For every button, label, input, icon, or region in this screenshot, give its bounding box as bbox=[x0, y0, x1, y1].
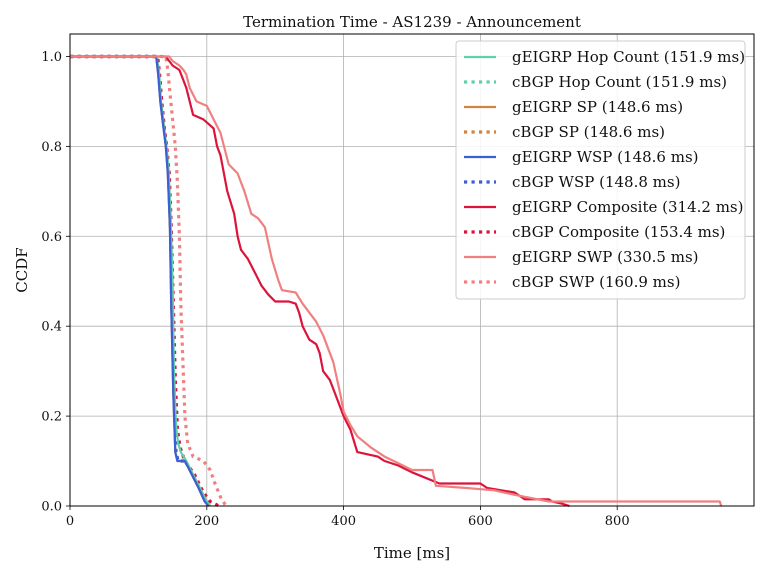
y-tick-label: 0.0 bbox=[41, 500, 62, 515]
series-line-4 bbox=[70, 54, 211, 508]
x-tick-label: 400 bbox=[331, 514, 356, 529]
series-line-8 bbox=[70, 54, 220, 508]
x-tick-label: 0 bbox=[66, 514, 74, 529]
plot-frame bbox=[69, 33, 755, 507]
series-line-10 bbox=[70, 54, 228, 507]
y-tick-label: 0.2 bbox=[41, 410, 62, 425]
legend-label: gEIGRP SWP (330.5 ms) bbox=[512, 248, 699, 266]
legend-label: cBGP WSP (148.8 ms) bbox=[512, 173, 680, 191]
x-tick-label: 800 bbox=[605, 514, 630, 529]
chart-title: Termination Time - AS1239 - Announcement bbox=[243, 13, 581, 31]
legend-label: gEIGRP Composite (314.2 ms) bbox=[512, 198, 743, 216]
series-line-6 bbox=[70, 54, 211, 508]
legend-label: cBGP SP (148.6 ms) bbox=[512, 123, 665, 141]
legend: gEIGRP Hop Count (151.9 ms) cBGP Hop Coun… bbox=[455, 40, 746, 300]
series-layer bbox=[70, 54, 723, 508]
ticks: 0 200 400 600 800 0.0 0.2 0.4 0.6 0.8 1.0 bbox=[41, 50, 629, 529]
series-line-7 bbox=[70, 55, 570, 508]
legend-label: cBGP Hop Count (151.9 ms) bbox=[512, 73, 727, 91]
legend-label: cBGP SWP (160.9 ms) bbox=[512, 273, 680, 291]
x-tick-label: 600 bbox=[468, 514, 493, 529]
series-line-1 bbox=[70, 55, 212, 507]
legend-box bbox=[455, 40, 746, 300]
series-line-3 bbox=[70, 55, 210, 507]
legend-label: gEIGRP Hop Count (151.9 ms) bbox=[512, 48, 745, 66]
series-line-2 bbox=[70, 54, 214, 508]
y-tick-label: 0.6 bbox=[41, 230, 62, 245]
legend-label: gEIGRP WSP (148.6 ms) bbox=[512, 148, 699, 166]
legend-label: gEIGRP SP (148.6 ms) bbox=[512, 98, 683, 116]
y-axis-title: CCDF bbox=[13, 247, 31, 292]
x-tick-label: 200 bbox=[194, 514, 219, 529]
legend-label: cBGP Composite (153.4 ms) bbox=[512, 223, 725, 241]
y-tick-label: 0.4 bbox=[41, 320, 62, 335]
y-tick-label: 0.8 bbox=[41, 140, 62, 155]
series-line-9 bbox=[70, 55, 723, 507]
y-tick-label: 1.0 bbox=[41, 50, 62, 65]
x-axis-title: Time [ms] bbox=[374, 544, 450, 562]
series-line-5 bbox=[70, 55, 210, 507]
